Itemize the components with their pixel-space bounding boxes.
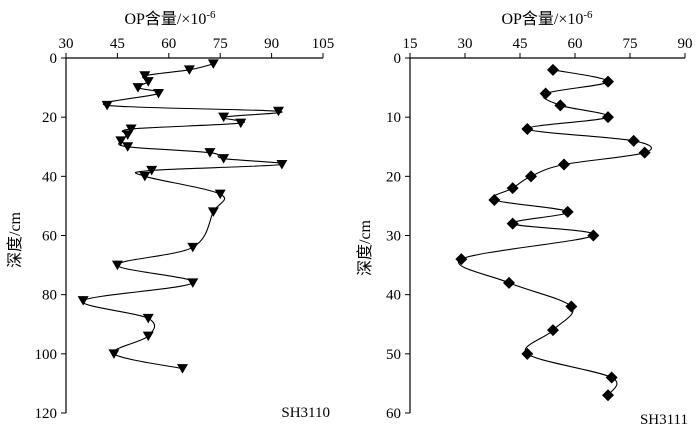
- data-point-marker: [111, 260, 123, 271]
- x-tick-label: 105: [312, 36, 335, 52]
- x-tick-label: 30: [458, 36, 473, 52]
- data-point-marker: [142, 331, 154, 342]
- x-tick-label: 90: [264, 36, 279, 52]
- x-tick-label: 45: [513, 36, 528, 52]
- x-tick-label: 15: [403, 36, 418, 52]
- y-tick-label: 0: [394, 51, 402, 67]
- data-point-marker: [627, 134, 640, 147]
- data-point-marker: [139, 71, 151, 81]
- data-point-marker: [235, 118, 247, 129]
- data-point-marker: [207, 59, 219, 69]
- data-point-marker: [177, 364, 189, 374]
- data-point-marker: [77, 296, 89, 306]
- data-point-marker: [488, 194, 501, 206]
- x-tick-label: 75: [623, 36, 638, 52]
- data-point-marker: [183, 65, 195, 75]
- data-point-marker: [115, 136, 127, 146]
- data-point-marker: [153, 89, 165, 99]
- data-point-marker: [218, 112, 230, 123]
- data-point-marker: [554, 99, 567, 112]
- data-point-marker: [272, 106, 284, 117]
- x-tick-label: 30: [59, 36, 74, 52]
- data-point-marker: [521, 123, 534, 135]
- data-point-marker: [125, 124, 137, 134]
- y-tick-label: 100: [35, 347, 58, 363]
- data-point-marker: [455, 253, 468, 266]
- x-tick-label: 60: [568, 36, 583, 52]
- data-point-marker: [558, 158, 570, 171]
- chart-panel-sh3111: OP含量/×10-6 深度/cm SH3111 15 30 45 60 75 90 0 10 2…: [356, 9, 693, 428]
- y-axis-title: 深度/cm: [6, 211, 24, 268]
- data-point-marker: [587, 229, 600, 242]
- data-point-marker: [602, 75, 614, 88]
- y-tick-label: 20: [386, 169, 401, 185]
- y-tick-label: 10: [386, 110, 401, 126]
- data-point-marker: [506, 182, 519, 195]
- data-point-marker: [565, 300, 578, 313]
- data-point-marker: [146, 165, 158, 176]
- series-line: [82, 63, 285, 370]
- x-axis-title: OP含量/×10-6: [501, 9, 593, 28]
- y-tick-label: 120: [35, 406, 58, 422]
- data-point-marker: [122, 142, 134, 152]
- data-point-marker: [525, 170, 537, 183]
- data-point-marker: [506, 217, 519, 230]
- data-point-marker: [108, 349, 120, 359]
- data-point-marker: [602, 389, 614, 402]
- y-tick-label: 40: [42, 169, 57, 185]
- y-tick-label: 80: [42, 288, 57, 304]
- data-point-marker: [122, 130, 134, 140]
- data-point-marker: [142, 77, 154, 87]
- data-point-marker: [204, 148, 216, 158]
- data-point-marker: [605, 371, 618, 384]
- data-point-marker: [139, 171, 151, 182]
- series-line: [458, 69, 653, 396]
- y-tick-label: 40: [386, 288, 401, 304]
- x-axis-title: OP含量/×10-6: [124, 9, 216, 28]
- y-tick-label: 20: [42, 110, 57, 126]
- data-point-marker: [638, 146, 651, 159]
- y-tick-label: 0: [50, 51, 58, 67]
- x-tick-label: 45: [110, 36, 125, 52]
- data-point-marker: [521, 347, 534, 360]
- x-tick-label: 60: [161, 36, 176, 52]
- data-point-marker: [214, 189, 226, 200]
- data-point-marker: [561, 205, 574, 218]
- y-tick-label: 60: [386, 406, 401, 422]
- y-tick-label: 60: [42, 229, 57, 245]
- data-point-marker: [142, 313, 154, 324]
- chart-panel-sh3110: OP含量/×10-6 深度/cm SH3110 30 45 60 75 90 105 0 20…: [6, 9, 334, 422]
- data-point-marker: [602, 111, 614, 124]
- data-point-marker: [101, 100, 113, 111]
- x-tick-label: 75: [213, 36, 228, 52]
- panel-id-label: SH3110: [281, 405, 330, 421]
- data-point-marker: [187, 242, 199, 253]
- panel-id-label: SH3111: [640, 412, 688, 428]
- data-point-marker: [218, 154, 230, 164]
- data-point-marker: [207, 207, 219, 217]
- data-point-marker: [547, 324, 559, 337]
- data-point-marker: [132, 83, 144, 93]
- data-point-marker: [503, 276, 515, 289]
- data-point-marker: [547, 63, 559, 76]
- y-axis-title: 深度/cm: [356, 219, 374, 276]
- data-point-marker: [276, 160, 288, 170]
- y-tick-label: 50: [386, 347, 401, 363]
- data-point-marker: [539, 87, 552, 100]
- data-point-marker: [187, 278, 199, 288]
- y-tick-label: 30: [386, 229, 401, 245]
- x-tick-label: 90: [678, 36, 693, 52]
